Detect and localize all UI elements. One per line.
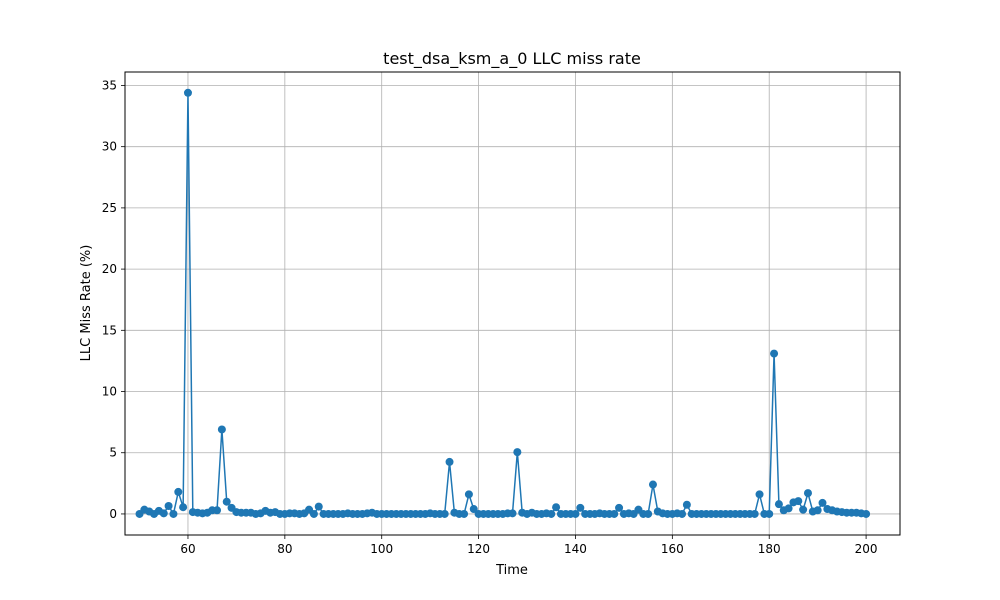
x-axis-label: Time — [495, 563, 528, 578]
data-point — [644, 509, 653, 518]
data-point — [784, 504, 793, 513]
data-point — [755, 490, 764, 499]
data-point — [803, 489, 812, 498]
data-point — [571, 509, 580, 518]
x-tick-label: 120 — [467, 542, 490, 556]
data-point — [610, 509, 619, 518]
data-point — [309, 509, 318, 518]
y-tick-label: 30 — [102, 140, 117, 154]
data-point — [750, 509, 759, 518]
data-point — [159, 509, 168, 518]
y-tick-label: 10 — [102, 385, 117, 399]
data-point — [440, 509, 449, 518]
data-point — [770, 349, 779, 358]
y-axis-label: LLC Miss Rate (%) — [79, 245, 94, 362]
data-point — [794, 497, 803, 506]
data-point — [513, 448, 522, 457]
x-tick-label: 140 — [564, 542, 587, 556]
data-point — [682, 500, 691, 509]
data-point — [813, 506, 822, 515]
data-point — [508, 509, 517, 518]
data-point — [799, 505, 808, 514]
data-point — [179, 503, 188, 512]
x-tick-label: 100 — [370, 542, 393, 556]
data-point — [164, 501, 173, 510]
data-point — [678, 509, 687, 518]
data-point — [213, 506, 222, 515]
data-point — [169, 509, 178, 518]
y-tick-label: 35 — [102, 78, 117, 92]
data-point — [314, 502, 323, 511]
data-point — [469, 505, 478, 514]
x-tick-label: 60 — [180, 542, 195, 556]
x-tick-label: 200 — [855, 542, 878, 556]
data-point — [774, 500, 783, 509]
data-point — [174, 487, 183, 496]
data-point — [862, 509, 871, 518]
y-tick-label: 25 — [102, 201, 117, 215]
data-point — [648, 480, 657, 489]
data-point — [576, 503, 585, 512]
x-tick-label: 160 — [661, 542, 684, 556]
axis-ticks: 60 80 100 120 140 160 180 200 0 5 10 15 20 25 30 35 — [102, 78, 878, 556]
data-point — [552, 503, 561, 512]
data-point — [217, 425, 226, 434]
y-tick-label: 15 — [102, 323, 117, 337]
data-point — [183, 88, 192, 97]
chart-title: test_dsa_ksm_a_0 LLC miss rate — [383, 49, 641, 69]
plot-frame — [124, 71, 901, 536]
data-point — [765, 509, 774, 518]
y-tick-label: 20 — [102, 262, 117, 276]
data-point — [818, 498, 827, 507]
data-point — [445, 457, 454, 466]
x-tick-label: 80 — [277, 542, 292, 556]
x-tick-label: 180 — [758, 542, 781, 556]
y-tick-label: 5 — [109, 446, 117, 460]
data-point — [222, 497, 231, 506]
data-point — [464, 490, 473, 499]
data-point — [547, 509, 556, 518]
series-llc-miss-rate — [135, 88, 871, 518]
data-point — [460, 509, 469, 518]
y-tick-label: 0 — [109, 507, 117, 521]
data-point — [615, 503, 624, 512]
